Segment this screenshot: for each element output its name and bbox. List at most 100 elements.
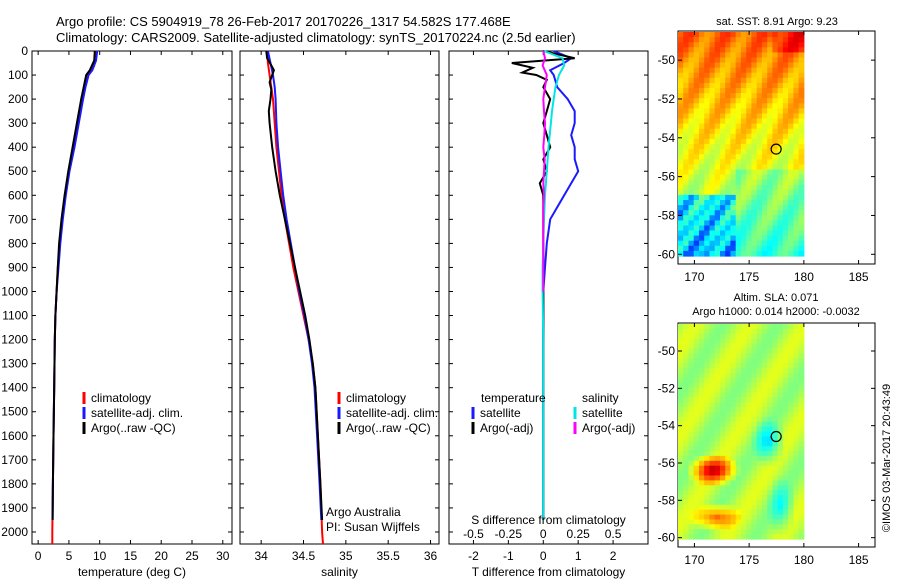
sst_map-field-cell	[777, 179, 784, 186]
sst_map-field-cell	[709, 149, 716, 155]
sst_map-field-cell	[793, 77, 800, 84]
sla_map-field-cell	[793, 363, 800, 369]
sst_map-y-tick-label: -60	[658, 247, 676, 261]
sst_map-field-cell	[756, 52, 763, 59]
sst_map-field-cell	[793, 210, 800, 216]
sst_map-field-cell	[793, 103, 800, 109]
sla_map-field-cell	[798, 372, 805, 379]
sla_map-field-cell	[756, 328, 763, 335]
sst_map-field-cell	[761, 205, 768, 211]
sla_map-field-cell	[714, 426, 721, 433]
sla_map-field-cell	[772, 480, 779, 486]
sla_map-field-cell	[798, 460, 805, 467]
sst_map-field-cell	[756, 245, 763, 252]
sst_map-field-cell	[699, 245, 705, 252]
sla_map-field-cell	[761, 524, 768, 530]
sst_map-field-cell	[788, 154, 794, 160]
sst_map-field-cell	[678, 93, 684, 99]
sst_map-field-cell	[720, 77, 726, 84]
sst_map-field-cell	[756, 164, 763, 171]
sla_map-field-cell	[704, 534, 710, 540]
sla_map-field-cell	[798, 465, 805, 472]
sst_map-field-cell	[798, 113, 805, 120]
sst_map-field-cell	[730, 57, 737, 64]
sst_map-field-cell	[709, 174, 716, 181]
sst_map-field-cell	[730, 220, 737, 227]
sla_map-field-cell	[699, 382, 705, 389]
sst_map-field-cell	[720, 194, 726, 201]
sst_map-field-cell	[761, 47, 768, 53]
sla_map-field-cell	[761, 426, 768, 433]
sla_map-field-cell	[782, 499, 789, 506]
sla_map-field-cell	[798, 446, 805, 452]
sla_map-field-cell	[761, 504, 768, 511]
sla_map-field-cell	[793, 421, 800, 428]
sst_map-field-cell	[699, 205, 705, 211]
sst_map-field-cell	[699, 118, 705, 125]
sst_map-field-cell	[699, 133, 705, 140]
sst_map-field-cell	[720, 118, 726, 125]
sla_map-field-cell	[746, 470, 752, 477]
diff-legend-salinity-label: satellite	[582, 406, 623, 420]
sst_map-field-cell	[740, 113, 747, 120]
sst_map-field-cell	[756, 128, 763, 135]
sla_map-field-cell	[735, 524, 742, 530]
sla_map-field-cell	[767, 480, 773, 486]
sst_map-field-cell	[793, 194, 800, 201]
sla_map-field-cell	[725, 421, 731, 428]
sla_map-field-cell	[735, 387, 742, 393]
sst_map-field-cell	[699, 72, 705, 79]
sla_map-field-cell	[756, 377, 763, 384]
sst_map-field-cell	[767, 118, 773, 125]
sst_map-field-cell	[761, 118, 768, 125]
sla_map-field-cell	[772, 392, 779, 398]
sla_map-field-cell	[746, 446, 752, 452]
sla_map-field-cell	[709, 402, 716, 408]
sst_map-field-cell	[767, 128, 773, 135]
sst_map-field-cell	[699, 32, 705, 38]
sst_map-field-cell	[788, 169, 794, 176]
sst_map-field-cell	[725, 118, 731, 125]
sla_map-field-cell	[709, 475, 716, 481]
sla_map-field-cell	[793, 348, 800, 354]
sla_map-field-cell	[714, 358, 721, 364]
sst_map-field-cell	[735, 67, 742, 74]
sst_map-field-cell	[782, 108, 789, 115]
sla_map-field-cell	[788, 328, 794, 335]
sst_map-field-cell	[735, 220, 742, 227]
sst_map-field-cell	[678, 205, 684, 211]
sla_map-field-cell	[782, 348, 789, 354]
sla_map-field-cell	[714, 495, 721, 501]
sla_map-field-cell	[730, 416, 737, 423]
sst_map-field-cell	[782, 169, 789, 176]
sla_map-field-cell	[751, 358, 758, 364]
sst_map-field-cell	[751, 164, 758, 171]
sla_map-field-cell	[761, 480, 768, 486]
sst_map-field-cell	[725, 200, 731, 206]
sla_map-field-cell	[751, 480, 758, 486]
sla_map-field-cell	[740, 455, 747, 462]
sst_map-field-cell	[683, 133, 689, 140]
sla_map-field-cell	[756, 529, 763, 535]
sst_map-field-cell	[688, 235, 695, 242]
sst_map-field-cell	[709, 200, 716, 206]
sst_map-field-cell	[714, 194, 721, 201]
sla_map-field-cell	[793, 524, 800, 530]
sst_map-field-cell	[772, 47, 779, 53]
sla_map-field-cell	[688, 402, 695, 408]
sla_map-field-cell	[720, 358, 726, 364]
sla_map-field-cell	[704, 475, 710, 481]
sla_map-field-cell	[683, 519, 689, 525]
sla_map-field-cell	[798, 475, 805, 481]
sla_map-field-cell	[740, 333, 747, 340]
sla_map-field-cell	[788, 436, 794, 442]
sst_map-field-cell	[740, 200, 747, 206]
sla_map-field-cell	[678, 475, 684, 481]
sla_map-field-cell	[725, 460, 731, 467]
sst_map-field-cell	[699, 82, 705, 89]
sla_map-field-cell	[746, 416, 752, 423]
sla_map-field-cell	[793, 412, 800, 418]
sla_map-field-cell	[704, 460, 710, 467]
sla_map-field-cell	[709, 431, 716, 437]
sla_map-field-cell	[761, 421, 768, 428]
